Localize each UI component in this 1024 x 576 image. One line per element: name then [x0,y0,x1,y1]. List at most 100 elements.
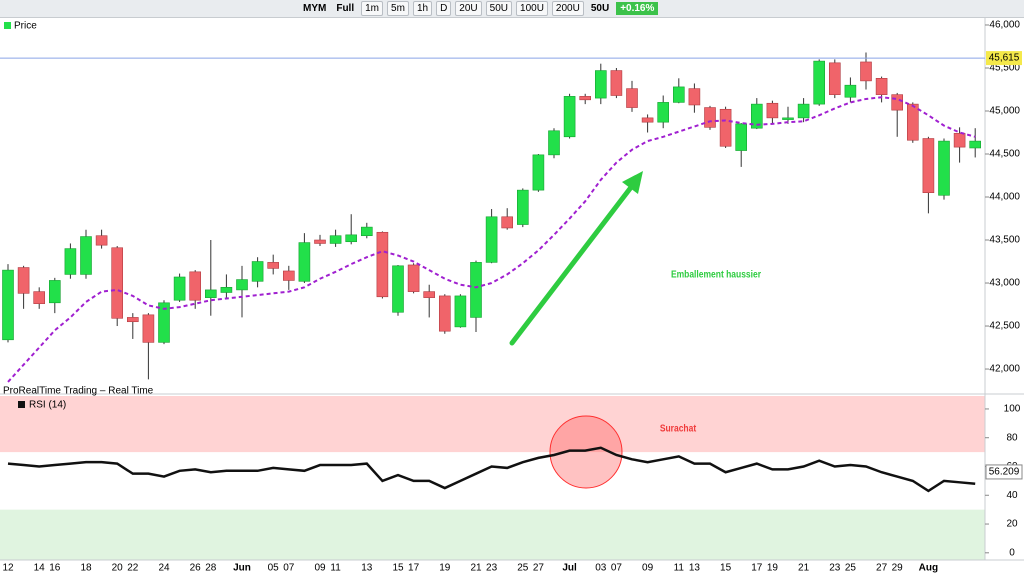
x-tick-label: 15 [720,563,732,574]
candle-body [470,262,482,318]
x-tick-label: 27 [876,563,888,574]
current-price-label: 45,615 [989,53,1020,64]
candle-body [282,270,295,281]
candle-body [953,133,966,148]
moving-average [7,96,976,383]
x-tick-label: 27 [533,563,545,574]
candle-body [922,138,935,194]
unit[interactable]: 200U [551,1,584,16]
candle-body [438,295,451,332]
x-tick-label: 17 [408,563,420,574]
x-tick-label: 25 [845,563,857,574]
source: ProRealTime Trading – Real Time [3,386,154,397]
candle-body [314,239,326,244]
interval[interactable]: 1h [412,1,433,16]
unit[interactable]: 100U [516,1,548,16]
range[interactable]: Full [336,3,355,14]
y-tick-label: 100 [1004,404,1021,415]
rsi-band [0,396,985,453]
candle-body [938,140,950,196]
candle-body [392,265,404,313]
candle-body [329,235,342,244]
candle-body [813,60,826,105]
candle-body [501,216,514,229]
current-price-box [986,51,1022,66]
x-tick-label: 29 [892,563,904,574]
chart: Price ProRealTime Trading – Real Time RS… [0,18,1024,576]
candle-body [127,317,139,323]
candle-body [251,261,264,282]
candle-body [407,264,420,292]
candle-body [33,291,46,304]
x-tick-label: 14 [34,563,46,574]
candle-body [719,108,732,147]
unit[interactable]: 20U [455,1,482,16]
candle-body [158,302,170,343]
y-tick-label: 45,000 [989,106,1020,117]
x-tick-label: 07 [611,563,623,574]
candle-body [267,262,280,269]
candle-body [610,70,623,96]
symbol[interactable]: MYM [303,3,327,14]
unit-select[interactable]: 50U [590,3,610,14]
rsi-title: RSI (14) [29,400,66,411]
overbought-circle [549,415,623,489]
candle-body [220,287,233,293]
candle-body [516,189,529,225]
arrow-head [622,171,643,194]
candle-body [64,248,77,275]
x-tick-label: 19 [767,563,779,574]
interval[interactable]: 5m [387,1,409,16]
candle-body [17,267,30,294]
candle-body [111,247,123,319]
y-tick-label: 42,000 [989,364,1020,375]
y-tick-label: 44,000 [989,192,1020,203]
x-tick-label: 12 [2,563,14,574]
candle-body [205,289,217,298]
candle-body [360,226,373,237]
interval[interactable]: D [436,1,452,16]
candle-body [828,62,841,95]
candle-body [173,276,186,301]
candle-body [2,269,14,341]
y-tick-label: 80 [1006,432,1018,443]
x-tick-label: 13 [689,563,701,574]
candle-body [672,86,685,103]
x-tick-label: 20 [112,563,124,574]
candle-body [735,123,748,151]
interval[interactable]: 1m [361,1,384,16]
x-tick-label: 28 [205,563,217,574]
x-tick-label: 26 [190,563,202,574]
candle-body [345,234,358,243]
candle-body [454,295,467,328]
x-tick-label: 23 [486,563,498,574]
x-tick-label: 17 [751,563,763,574]
x-tick-label: Jul [562,563,577,574]
candle-body [594,70,607,99]
candle-body [532,154,545,191]
candle-body [376,231,389,298]
candle-body [142,314,155,343]
x-tick-label: 16 [49,563,61,574]
candle-body [95,235,108,246]
candle-body [860,61,872,82]
x-tick-label: 07 [283,563,295,574]
candle-body [906,103,919,141]
x-tick-label: 22 [127,563,139,574]
candle-body [48,280,61,304]
y-tick-label: 43,500 [989,235,1020,246]
unit[interactable]: 50U [485,1,513,16]
x-tick-label: 18 [80,563,92,574]
x-tick-label: 23 [829,563,841,574]
candle-body [875,78,888,95]
y-tick-label: 42,500 [989,321,1020,332]
candle-body [766,102,779,119]
last-value-box [985,464,1023,480]
annotation: Surachat [660,423,696,434]
x-tick-label: 03 [595,563,607,574]
candle-body [641,117,654,123]
candle-body [236,279,248,291]
x-tick-label: 15 [392,563,404,574]
candle-body [969,140,982,149]
